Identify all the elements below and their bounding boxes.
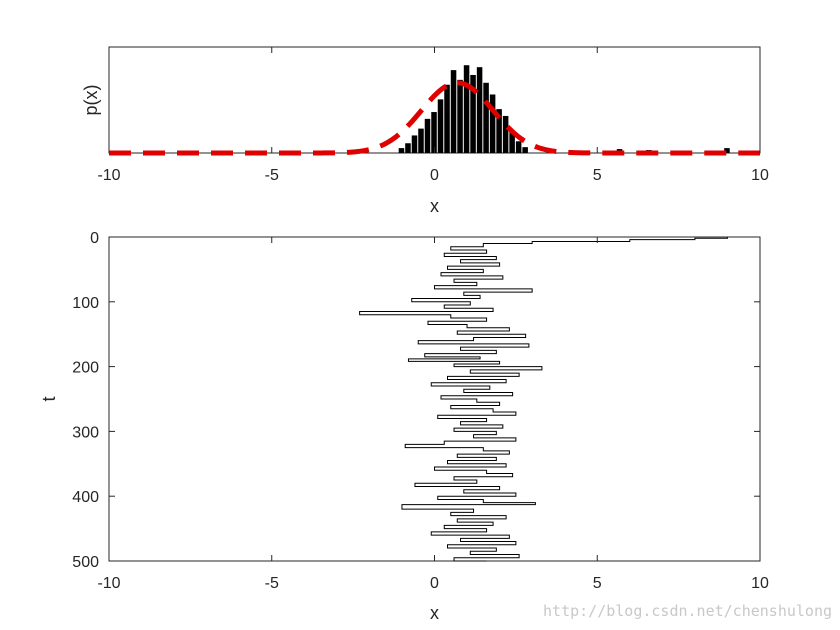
histogram-bar: [489, 94, 496, 153]
histogram-x-tick-label: -5: [265, 167, 279, 184]
trajectory-x-tick-label: -5: [265, 575, 279, 592]
trajectory-y-ticks: 0 100 200 300 400 500: [72, 230, 760, 571]
trajectory-panel: -10 -5 0 5 10 0 100 200 300 400 500 x t: [39, 230, 769, 623]
histogram-bar: [444, 84, 450, 153]
histogram-bar: [450, 70, 457, 153]
histogram-bar: [483, 82, 489, 153]
trajectory-y-tick-label: 300: [72, 424, 99, 441]
trajectory-x-tick-label: -10: [97, 575, 120, 592]
trajectory-x-tick-label: 0: [430, 575, 439, 592]
histogram-bar: [515, 141, 522, 153]
trajectory-y-tick-label: 0: [90, 230, 99, 247]
watermark: http://blog.csdn.net/chenshulong: [543, 602, 832, 620]
trajectory-x-axis-label: x: [430, 603, 439, 623]
histogram-bar: [502, 115, 509, 153]
trajectory-y-tick-label: 500: [72, 554, 99, 571]
trajectory-x-tick-label: 5: [593, 575, 602, 592]
histogram-bar: [724, 148, 730, 153]
histogram-bar: [431, 112, 437, 153]
trajectory-x-ticks: -10 -5 0 5 10: [97, 237, 769, 592]
trajectory-line: [359, 237, 728, 562]
histogram-panel: -10 -5 0 5 10 x p(x): [81, 46, 769, 216]
trajectory-y-tick-label: 400: [72, 489, 99, 506]
trajectory-axes-box: [108, 236, 761, 562]
histogram-bar: [405, 143, 411, 153]
histogram-bar: [470, 74, 476, 153]
histogram-bar: [424, 118, 431, 153]
histogram-x-tick-label: 10: [751, 167, 769, 184]
density-curve: [109, 80, 760, 156]
histogram-x-tick-label: -10: [97, 167, 120, 184]
histogram-bar: [463, 65, 470, 153]
histogram-bar: [476, 67, 483, 153]
histogram-bar: [411, 135, 418, 153]
histogram-x-tick-label: 5: [593, 167, 602, 184]
histogram-bar: [522, 147, 528, 153]
histogram-y-axis-label: p(x): [81, 85, 101, 116]
histogram-bar: [496, 109, 502, 153]
histogram-x-tick-label: 0: [430, 167, 439, 184]
trajectory-y-tick-label: 200: [72, 360, 99, 377]
trajectory-x-tick-label: 10: [751, 575, 769, 592]
trajectory-y-axis-label: t: [39, 396, 59, 401]
histogram-bar: [398, 148, 405, 153]
trajectory-y-tick-label: 100: [72, 295, 99, 312]
histogram-bar: [457, 79, 463, 153]
histogram-x-axis-label: x: [430, 196, 439, 216]
histogram-x-ticks: -10 -5 0 5 10: [97, 47, 769, 184]
histogram-bar: [509, 131, 515, 153]
histogram-bar: [418, 128, 424, 153]
histogram-bar: [437, 99, 444, 153]
